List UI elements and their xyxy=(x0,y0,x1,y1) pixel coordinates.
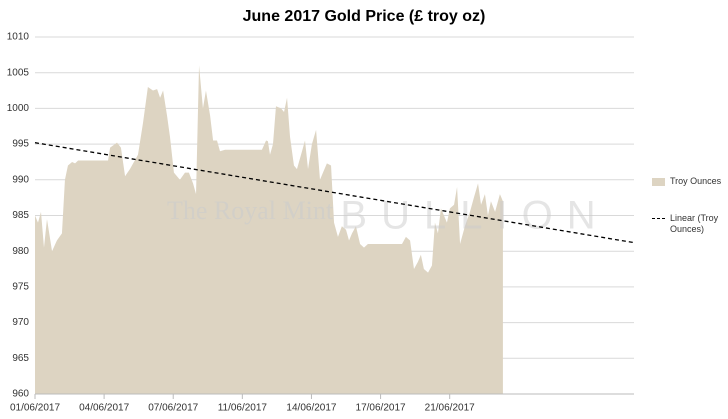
y-tick-label: 1005 xyxy=(7,67,30,78)
x-tick-label: 07/06/2017 xyxy=(148,403,198,414)
y-tick-label: 1000 xyxy=(7,103,30,114)
y-tick-label: 970 xyxy=(12,317,29,328)
chart-title: June 2017 Gold Price (£ troy oz) xyxy=(243,8,486,25)
legend-label: Troy Ounces xyxy=(670,176,722,186)
y-tick-label: 975 xyxy=(12,282,29,293)
y-tick-label: 985 xyxy=(12,210,29,221)
legend-swatch xyxy=(652,178,665,186)
y-tick-label: 1010 xyxy=(7,32,30,43)
area xyxy=(35,65,503,394)
x-tick-label: 01/06/2017 xyxy=(10,403,60,414)
legend-swatch xyxy=(652,218,665,219)
x-tick-label: 04/06/2017 xyxy=(79,403,129,414)
y-tick-label: 980 xyxy=(12,246,29,257)
legend-label: Linear (Troy Ounces) xyxy=(670,213,719,234)
x-tick-label: 11/06/2017 xyxy=(218,403,268,414)
y-tick-label: 965 xyxy=(12,353,29,364)
legend-entry: Linear (Troy Ounces) xyxy=(652,213,724,235)
y-tick-label: 960 xyxy=(12,389,29,400)
x-tick-label: 17/06/2017 xyxy=(356,403,406,414)
x-tick-label: 14/06/2017 xyxy=(286,403,336,414)
x-tick-label: 21/06/2017 xyxy=(425,403,475,414)
watermark: The Royal Mint xyxy=(167,196,334,225)
y-tick-label: 990 xyxy=(12,174,29,185)
legend-entry: Troy Ounces xyxy=(652,176,724,187)
trend-line xyxy=(34,142,635,244)
y-tick-label: 995 xyxy=(12,139,29,150)
